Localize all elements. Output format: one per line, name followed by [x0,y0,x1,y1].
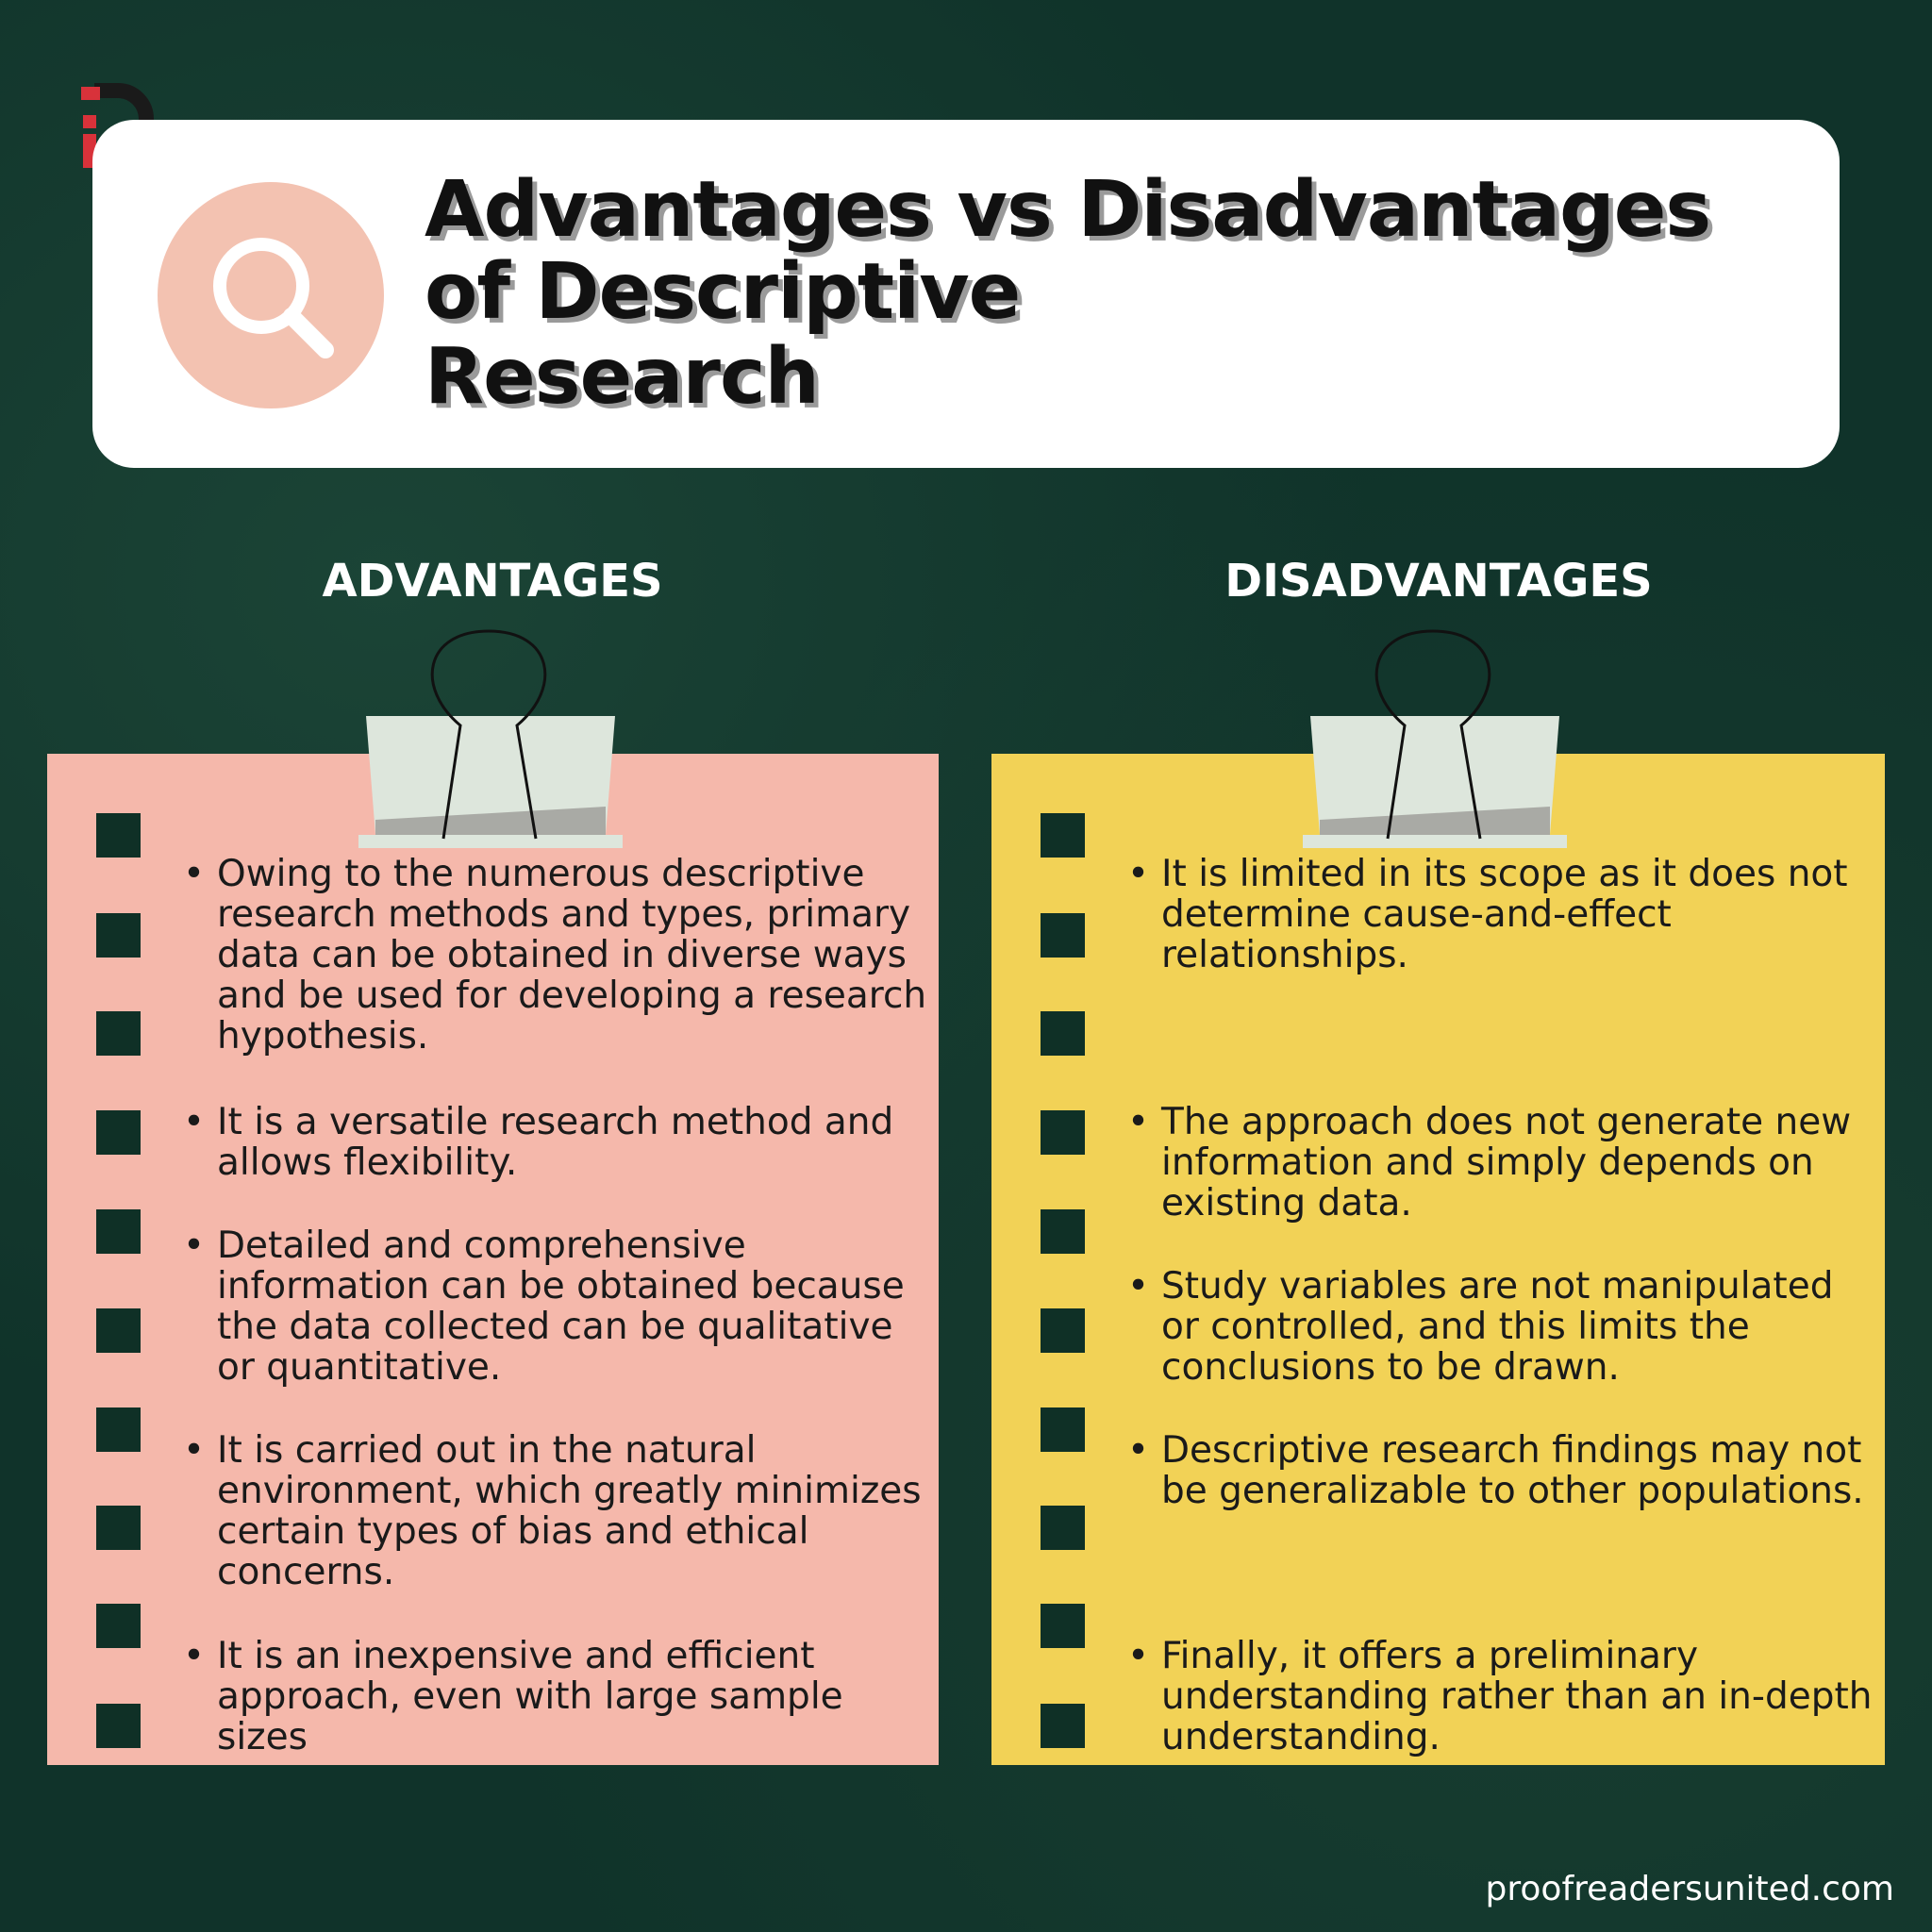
list-item: It is a versatile research method and al… [183,1102,934,1183]
binder-clip [1303,629,1567,848]
checkbox [1041,1110,1085,1155]
disadvantages-card: It is limited in its scope as it does no… [991,629,1885,1765]
checkbox [96,1209,141,1254]
list-item: Owing to the numerous descriptive resear… [183,854,934,1057]
list-item: It is carried out in the natural environ… [183,1430,934,1592]
checkbox [96,1308,141,1353]
checkbox [1041,1506,1085,1550]
list-item: Detailed and comprehensive information c… [183,1225,934,1388]
checkbox [96,913,141,958]
checkbox [1041,1308,1085,1353]
checkbox [1041,913,1085,958]
advantages-heading: ADVANTAGES [322,555,663,608]
checkbox [96,1110,141,1155]
checkbox [1041,1407,1085,1452]
website: proofreadersunited.com [1485,1870,1894,1908]
list-item: It is limited in its scope as it does no… [1127,854,1878,975]
header-box [92,120,1840,468]
logo-red [83,115,96,128]
checkbox [96,1506,141,1550]
title-line: Advantages vs Disadvantages [425,165,1711,255]
checkbox [96,1604,141,1648]
checkbox [96,1704,141,1748]
checkbox [1041,1011,1085,1056]
checkbox [96,1407,141,1452]
checkbox [1041,1604,1085,1648]
title-line: Research [425,332,820,422]
search-icon [158,182,384,408]
advantages-card: Owing to the numerous descriptive resear… [47,629,939,1765]
checkbox [1041,1704,1085,1748]
checkbox [96,1011,141,1056]
list-item: Finally, it offers a preliminary underst… [1127,1636,1878,1757]
title-line: of Descriptive [425,247,1021,337]
list-item: It is an inexpensive and efficient appro… [183,1636,934,1757]
logo-red [81,87,100,100]
binder-clip [358,629,623,848]
disadvantages-heading: DISADVANTAGES [1224,555,1653,608]
list-item: The approach does not generate new infor… [1127,1102,1878,1224]
list-item: Descriptive research findings may not be… [1127,1430,1878,1511]
checkbox [96,813,141,858]
checkbox [1041,1209,1085,1254]
list-item: Study variables are not manipulated or c… [1127,1266,1878,1388]
checkbox [1041,813,1085,858]
